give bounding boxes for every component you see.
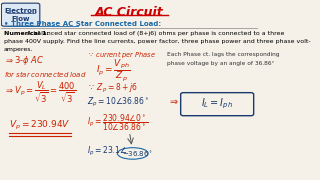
Text: $for\;star\;connected\;load$: $for\;star\;connected\;load$	[4, 69, 86, 79]
Text: amperes.: amperes.	[4, 47, 34, 52]
Text: A balanced star connected load of (8+j6) ohms per phase is connected to a three: A balanced star connected load of (8+j6)…	[25, 31, 284, 36]
Text: $V_p = 230.94V$: $V_p = 230.94V$	[9, 119, 71, 132]
Text: • Three Phase AC Star Connected Load:: • Three Phase AC Star Connected Load:	[4, 21, 161, 26]
Text: $I_p = 23.1\angle$: $I_p = 23.1\angle$	[87, 145, 127, 158]
Text: $I_p = \dfrac{230.94\angle 0^\circ}{10\angle 36.86^\circ}$: $I_p = \dfrac{230.94\angle 0^\circ}{10\a…	[87, 113, 148, 133]
Text: $-36.86^\circ$: $-36.86^\circ$	[122, 149, 153, 159]
Text: AC Circuit: AC Circuit	[95, 6, 164, 19]
Text: Electron: Electron	[4, 8, 37, 14]
Text: $I_p = \dfrac{V_{ph}}{Z_p}$: $I_p = \dfrac{V_{ph}}{Z_p}$	[96, 57, 131, 83]
Text: $\because\;current\;per\;Phase$: $\because\;current\;per\;Phase$	[87, 49, 156, 60]
FancyBboxPatch shape	[1, 3, 40, 26]
Text: phase voltage by an angle of 36.86°: phase voltage by an angle of 36.86°	[167, 61, 274, 66]
Text: Numerical 1:: Numerical 1:	[4, 31, 49, 36]
Text: $Z_p = 10\angle 36.86^\circ$: $Z_p = 10\angle 36.86^\circ$	[87, 96, 149, 109]
Text: $\because\;Z_p = 8+j6$: $\because\;Z_p = 8+j6$	[87, 82, 138, 95]
Text: $I_L = I_{ph}$: $I_L = I_{ph}$	[201, 97, 233, 111]
Text: $\Rightarrow 3\text{-}\phi\;AC$: $\Rightarrow 3\text{-}\phi\;AC$	[4, 54, 44, 67]
Text: $\Rightarrow$: $\Rightarrow$	[168, 97, 180, 107]
Text: Each Phase ct. lags the corresponding: Each Phase ct. lags the corresponding	[167, 52, 279, 57]
Text: Flow: Flow	[11, 16, 30, 22]
Text: $\Rightarrow V_p = \dfrac{V_L}{\sqrt{3}} = \dfrac{400}{\sqrt{3}}$: $\Rightarrow V_p = \dfrac{V_L}{\sqrt{3}}…	[4, 79, 76, 105]
Text: phase 400V supply. Find the line currents, power factor, three phase power and t: phase 400V supply. Find the line current…	[4, 39, 311, 44]
FancyBboxPatch shape	[181, 93, 254, 116]
